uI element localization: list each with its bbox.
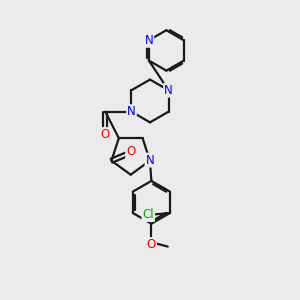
Text: O: O xyxy=(101,128,110,141)
Text: N: N xyxy=(146,154,154,166)
Text: O: O xyxy=(147,238,156,251)
Text: O: O xyxy=(126,145,135,158)
Text: N: N xyxy=(145,34,153,47)
Text: Cl: Cl xyxy=(142,208,154,221)
Text: N: N xyxy=(127,105,136,118)
Text: N: N xyxy=(164,84,173,97)
